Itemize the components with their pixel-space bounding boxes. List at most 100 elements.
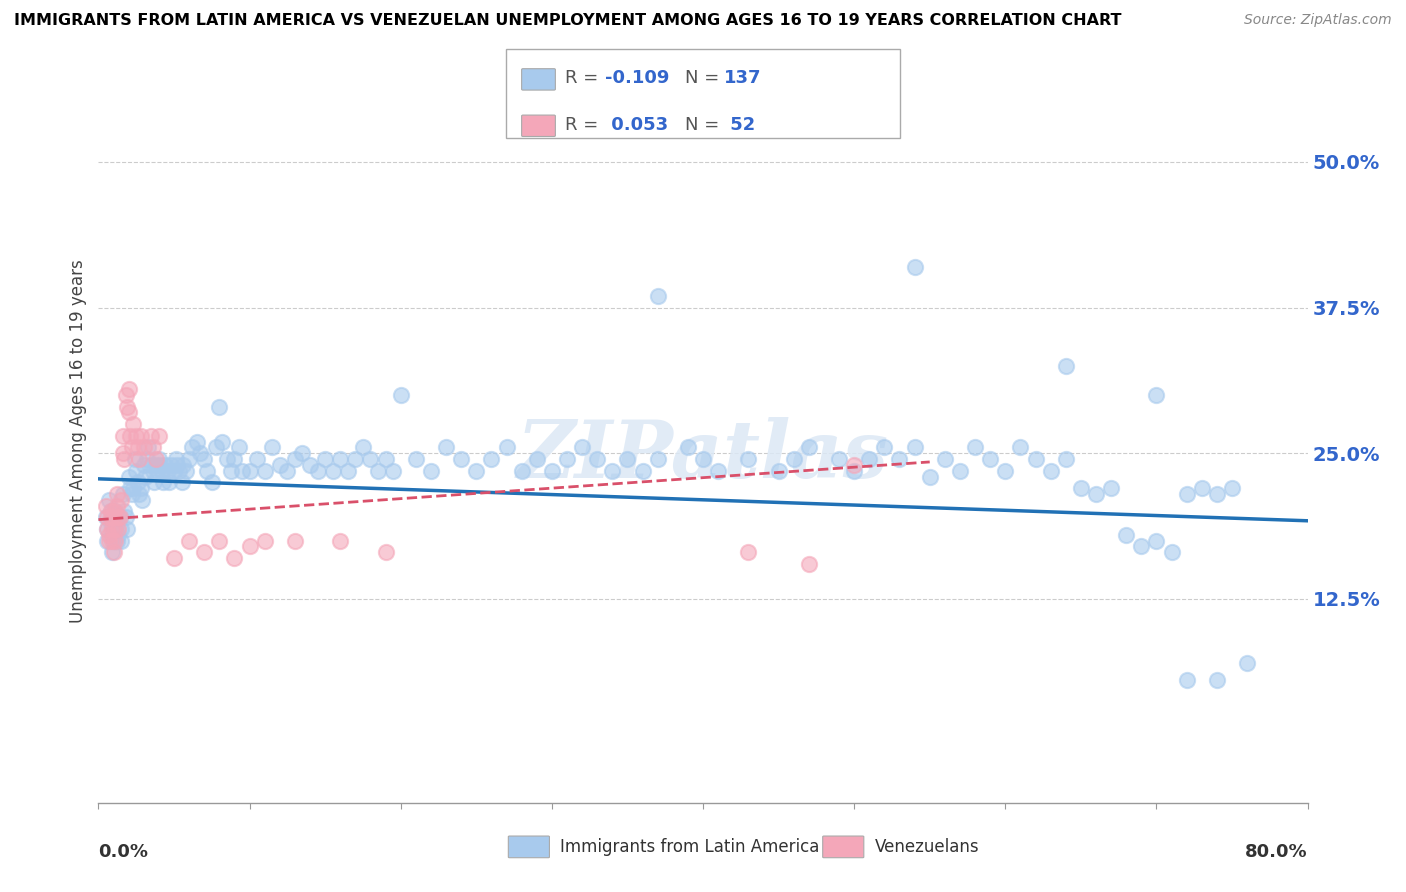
Point (114, 510, 136, 524)
Point (98, 492, 121, 507)
Point (284, 533, 307, 548)
Point (555, 452, 578, 467)
Point (676, 441, 699, 455)
Point (94, 499, 117, 513)
Point (96, 533, 118, 548)
Point (269, 458, 291, 472)
Point (108, 510, 131, 524)
Point (284, 452, 307, 467)
Point (307, 464, 329, 478)
Point (111, 446, 134, 460)
Point (1054, 452, 1077, 467)
Point (107, 522, 129, 536)
Point (707, 464, 730, 478)
Text: ZIPatlas: ZIPatlas (517, 417, 889, 495)
Point (100, 510, 122, 524)
Point (141, 428, 163, 442)
Point (103, 510, 125, 524)
Text: Venezuelans: Venezuelans (875, 838, 980, 855)
Point (322, 464, 344, 478)
Point (797, 441, 820, 455)
Point (166, 458, 188, 472)
Point (135, 452, 157, 467)
Point (101, 528, 124, 542)
Point (100, 504, 122, 518)
Point (1144, 388, 1167, 402)
Text: R =: R = (565, 116, 605, 134)
Point (167, 464, 190, 478)
Point (179, 452, 201, 467)
Point (124, 452, 146, 467)
Point (360, 452, 382, 467)
Point (156, 464, 179, 478)
Point (153, 458, 176, 472)
Point (949, 464, 972, 478)
Point (382, 464, 405, 478)
Point (602, 464, 624, 478)
Point (148, 452, 170, 467)
Point (193, 545, 215, 559)
Point (172, 458, 194, 472)
Point (115, 522, 138, 536)
Point (1160, 545, 1182, 559)
Point (96, 522, 118, 536)
Point (121, 487, 143, 501)
Point (844, 458, 866, 472)
Text: R =: R = (565, 70, 605, 87)
Text: Immigrants from Latin America: Immigrants from Latin America (561, 838, 820, 855)
Point (103, 510, 125, 524)
Point (647, 289, 669, 303)
Point (374, 545, 396, 559)
Point (111, 428, 134, 442)
Point (586, 452, 609, 467)
Point (314, 452, 336, 467)
Point (129, 481, 152, 495)
Point (904, 260, 927, 274)
Point (132, 441, 155, 455)
Point (1175, 673, 1198, 688)
Point (112, 504, 135, 518)
Point (367, 464, 389, 478)
Point (105, 499, 128, 513)
Point (201, 475, 224, 490)
Point (510, 464, 533, 478)
Point (1191, 481, 1213, 495)
Point (110, 492, 132, 507)
Point (1236, 656, 1258, 670)
Point (104, 533, 127, 548)
Point (103, 533, 125, 548)
Text: -0.109: -0.109 (605, 70, 669, 87)
Point (110, 522, 132, 536)
Point (253, 533, 276, 548)
Point (170, 475, 193, 490)
Point (165, 452, 187, 467)
Point (918, 469, 941, 483)
Point (118, 382, 141, 396)
Point (188, 446, 211, 460)
Y-axis label: Unemployment Among Ages 16 to 19 years: Unemployment Among Ages 16 to 19 years (69, 260, 87, 624)
Point (163, 464, 186, 478)
Point (276, 464, 298, 478)
Point (122, 481, 145, 495)
Point (231, 464, 253, 478)
Point (125, 428, 148, 442)
Point (571, 441, 593, 455)
Point (110, 533, 132, 548)
Point (228, 441, 250, 455)
Point (208, 400, 231, 414)
Point (1206, 673, 1229, 688)
Point (465, 464, 488, 478)
Point (1175, 487, 1198, 501)
Point (1054, 359, 1077, 373)
Point (450, 452, 472, 467)
Point (118, 405, 141, 419)
Point (104, 504, 127, 518)
Point (1099, 481, 1122, 495)
Text: Source: ZipAtlas.com: Source: ZipAtlas.com (1244, 13, 1392, 28)
Text: 0.053: 0.053 (605, 116, 668, 134)
Point (336, 464, 359, 478)
Point (526, 452, 548, 467)
Point (96, 522, 118, 536)
Point (1070, 481, 1092, 495)
Text: N =: N = (685, 70, 724, 87)
